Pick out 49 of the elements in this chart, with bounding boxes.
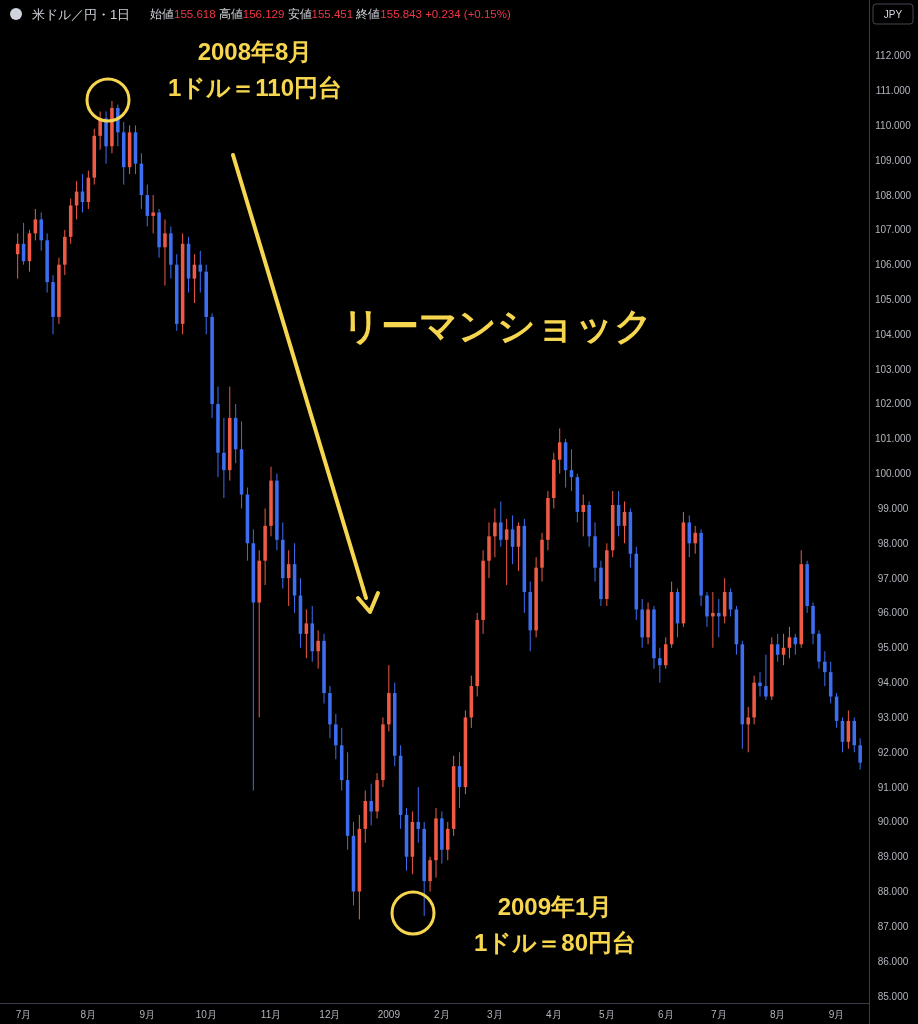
x-tick-label: 11月 (260, 1008, 282, 1020)
x-tick-label: 9月 (828, 1008, 845, 1020)
y-tick-label: 92.000 (877, 746, 909, 758)
y-tick-label: 95.000 (877, 642, 909, 654)
y-tick-label: 102.000 (874, 398, 912, 410)
y-tick-label: 98.000 (877, 537, 909, 549)
y-tick-label: 99.000 (877, 502, 909, 514)
x-tick-label: 5月 (599, 1008, 615, 1020)
x-tick-label: 7月 (710, 1008, 727, 1020)
y-tick-label: 108.000 (874, 189, 912, 201)
y-tick-label: 104.000 (874, 328, 912, 340)
x-tick-label: 10月 (195, 1008, 217, 1020)
y-tick-label: 88.000 (877, 886, 909, 898)
y-tick-label: 105.000 (874, 294, 912, 306)
y-tick-label: 87.000 (877, 920, 909, 932)
x-tick-label: 2月 (434, 1008, 450, 1020)
x-tick-label: 7月 (15, 1008, 32, 1020)
x-tick-label: 3月 (487, 1008, 503, 1020)
x-tick-label: 4月 (546, 1008, 562, 1020)
y-tick-label: 109.000 (874, 154, 912, 166)
y-tick-label: 90.000 (877, 816, 909, 828)
y-tick-label: 101.000 (874, 433, 912, 445)
y-tick-label: 107.000 (874, 224, 912, 236)
x-tick-label: 8月 (80, 1008, 97, 1020)
x-tick-label: 8月 (769, 1008, 786, 1020)
y-tick-label: 97.000 (877, 572, 909, 584)
annotation: リーマンショック (341, 305, 653, 347)
text: JPY (883, 8, 903, 20)
y-tick-label: 94.000 (877, 677, 909, 689)
y-tick-label: 111.000 (875, 85, 911, 97)
y-tick-label: 89.000 (877, 851, 909, 863)
annotation: 2009年1月 1ドル＝80円台 (473, 893, 637, 956)
y-tick-label: 91.000 (877, 781, 909, 793)
x-tick-label: 12月 (319, 1008, 341, 1020)
annotation: 2008年8月 1ドル＝110円台 (167, 38, 343, 101)
text: 米ドル／円・1日 (32, 6, 131, 22)
x-tick-label: 6月 (657, 1008, 674, 1020)
y-tick-label: 96.000 (877, 607, 909, 619)
y-tick-label: 93.000 (877, 711, 909, 723)
y-tick-label: 86.000 (877, 955, 909, 967)
y-tick-label: 110.000 (875, 119, 912, 131)
y-tick-label: 112.000 (875, 50, 912, 62)
y-tick-label: 85.000 (877, 990, 909, 1002)
y-tick-label: 106.000 (874, 259, 912, 271)
y-tick-label: 100.000 (874, 468, 912, 480)
x-tick-label: 9月 (139, 1008, 156, 1020)
y-tick-label: 103.000 (874, 363, 912, 375)
text: 始値155.618 高値156.129 安値155.451 終値155.843 +0.234 (+0.15%) (150, 8, 511, 20)
x-tick-label: 2009 (377, 1008, 401, 1020)
